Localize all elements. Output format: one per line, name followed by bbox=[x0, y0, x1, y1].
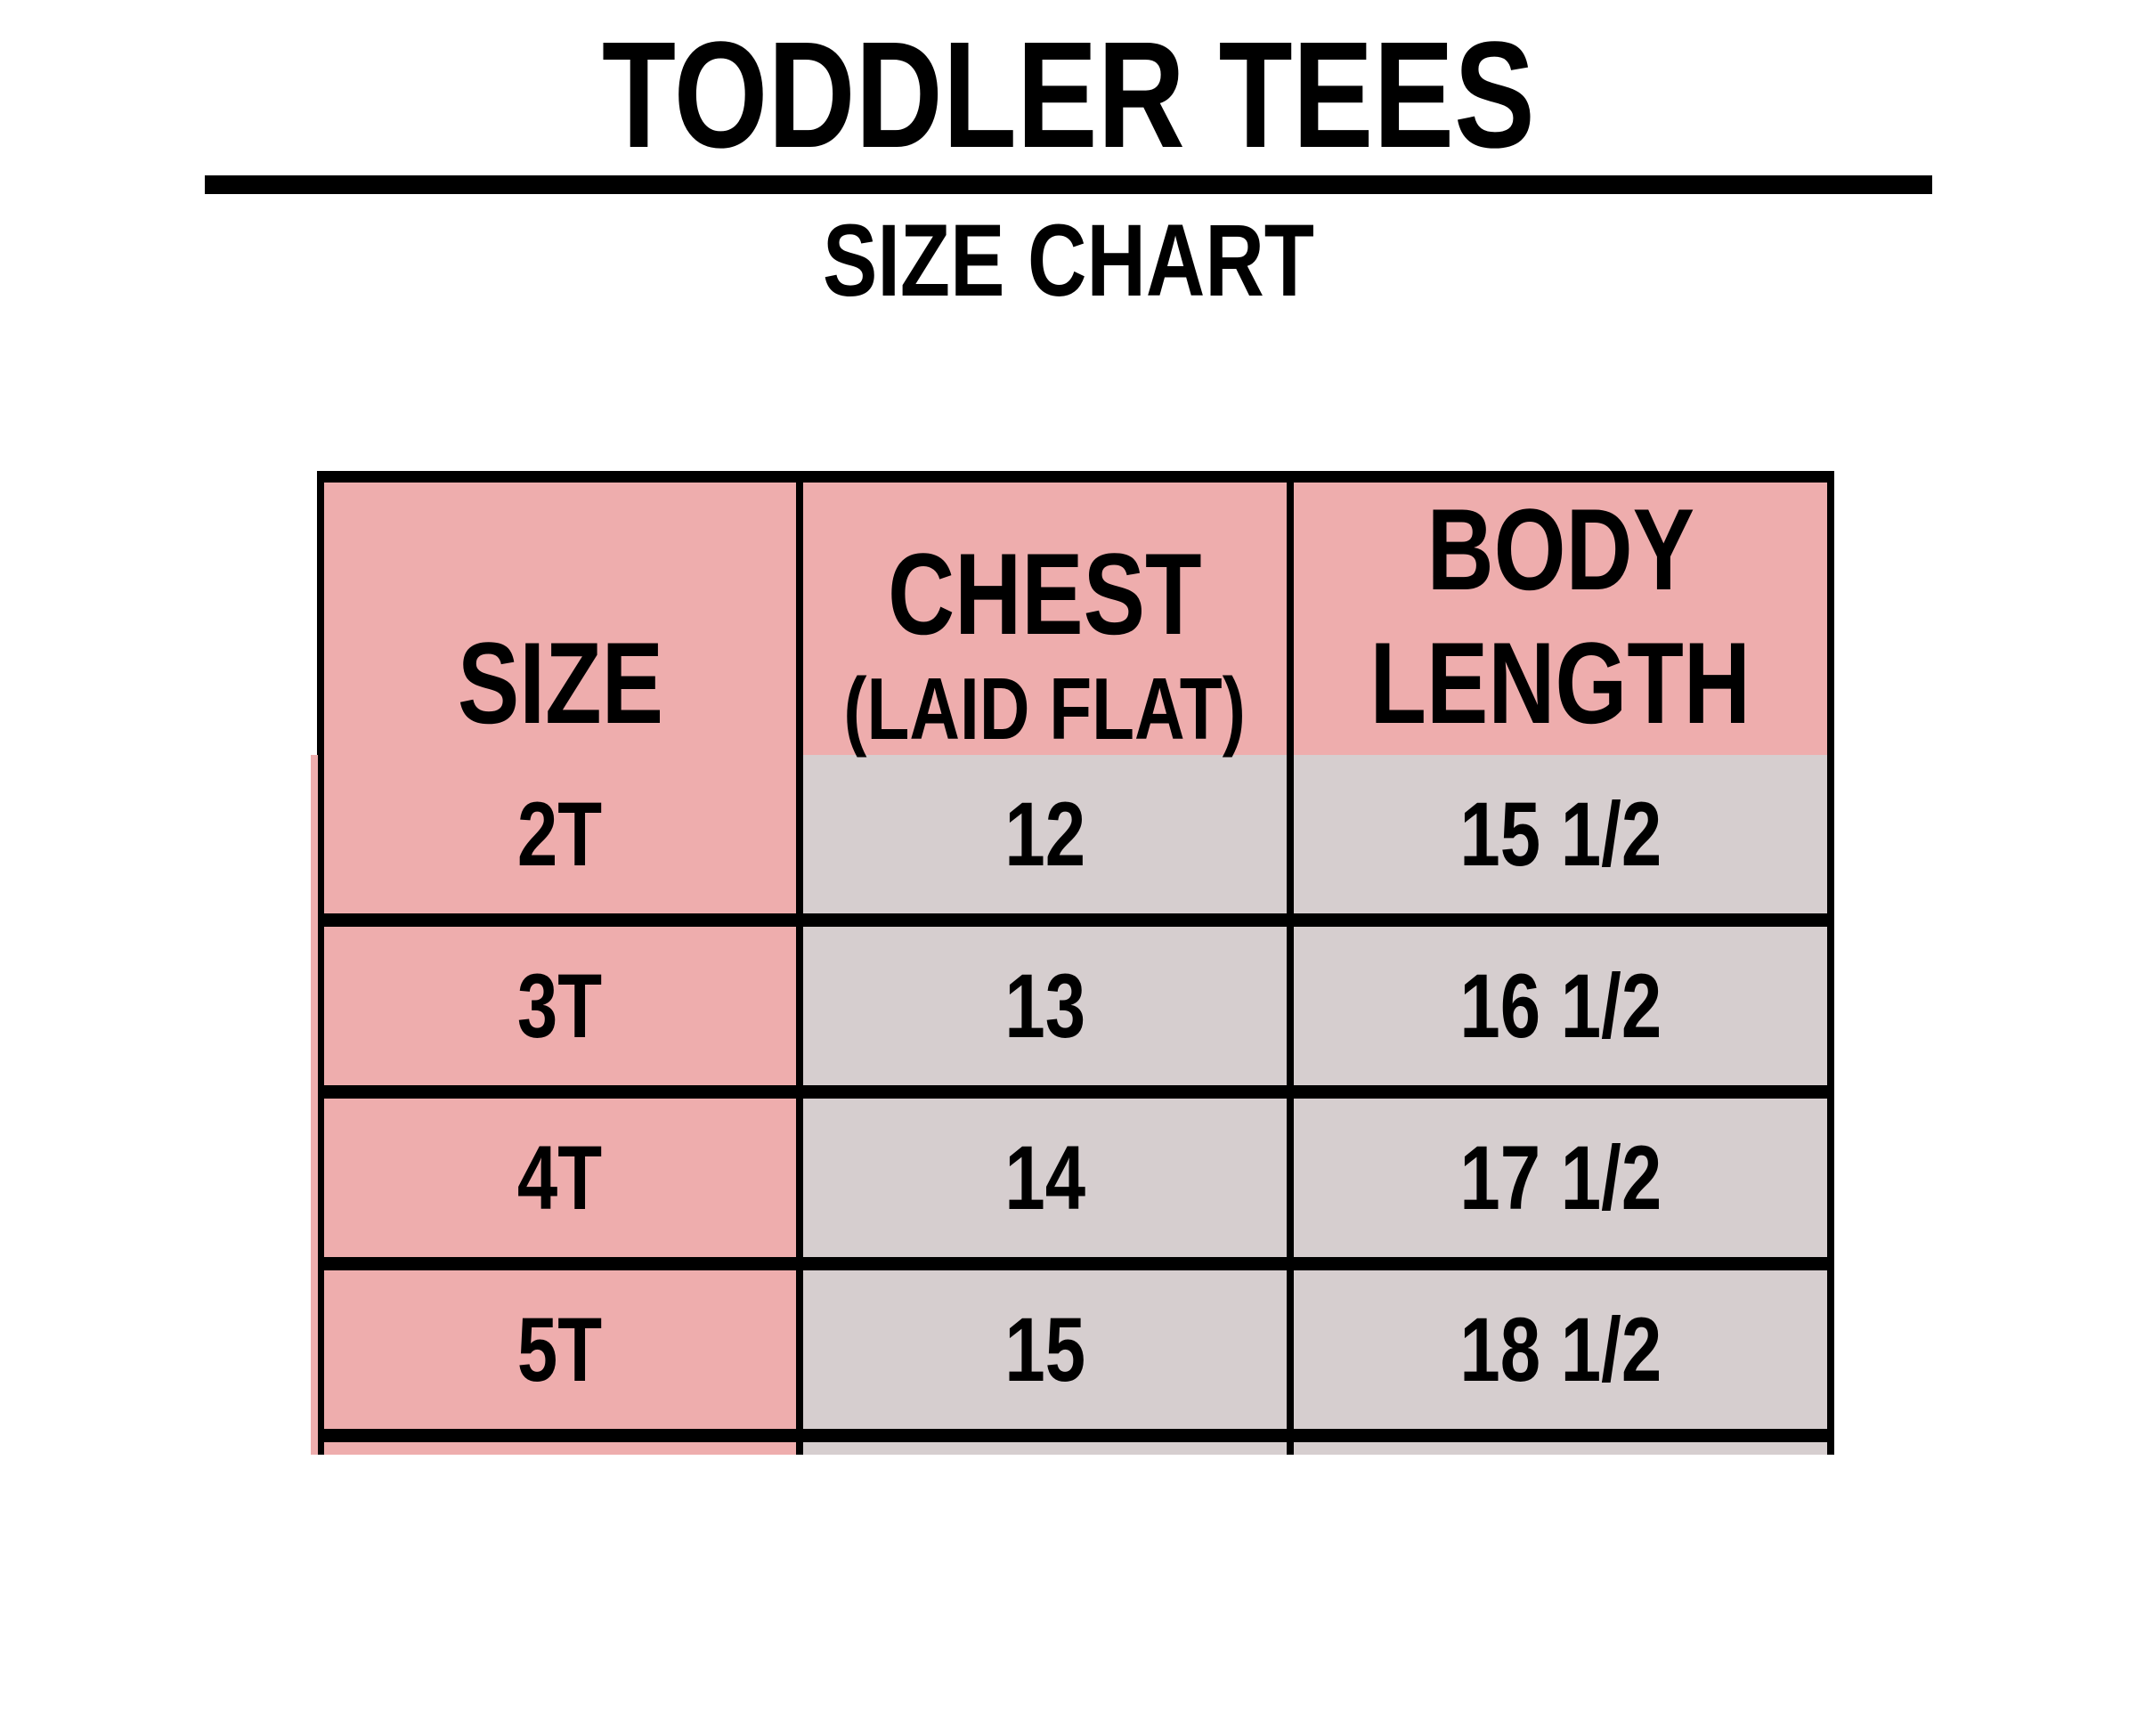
partial-cell-size bbox=[324, 1442, 796, 1455]
table-rule bbox=[324, 913, 1827, 927]
partial-row bbox=[324, 1442, 1827, 1455]
cell-size: 3T bbox=[324, 927, 796, 1085]
title-underline bbox=[205, 175, 1932, 194]
table-rule bbox=[324, 1257, 1827, 1270]
cell-body-length: 18 1/2 bbox=[1294, 1270, 1827, 1429]
table-row: 2T 12 15 1/2 bbox=[324, 755, 1827, 913]
column-header-chest-label: CHEST bbox=[888, 529, 1202, 659]
cell-body-length: 17 1/2 bbox=[1294, 1099, 1827, 1257]
cell-chest: 15 bbox=[803, 1270, 1287, 1429]
table-row: 4T 14 17 1/2 bbox=[324, 1099, 1827, 1257]
cell-body-length: 15 1/2 bbox=[1294, 755, 1827, 913]
table-row: 5T 15 18 1/2 bbox=[324, 1270, 1827, 1429]
column-divider bbox=[1287, 1270, 1294, 1429]
page-title-text: TODDLER TEES bbox=[602, 11, 1535, 180]
cell-size: 4T bbox=[324, 1099, 796, 1257]
size-table: SIZE CHEST (LAID FLAT) BODY LENGTH 2T 12… bbox=[311, 471, 1834, 1455]
cell-chest: 14 bbox=[803, 1099, 1287, 1257]
column-divider bbox=[1287, 927, 1294, 1085]
column-divider bbox=[796, 755, 803, 913]
table-row: 3T 13 16 1/2 bbox=[324, 927, 1827, 1085]
column-divider bbox=[796, 927, 803, 1085]
column-divider bbox=[796, 1270, 803, 1429]
cell-chest: 13 bbox=[803, 927, 1287, 1085]
page-title: TODDLER TEES bbox=[0, 20, 2137, 171]
table-rule bbox=[324, 1429, 1827, 1442]
cell-size: 2T bbox=[324, 755, 796, 913]
partial-cell-chest bbox=[803, 1442, 1287, 1455]
column-header-body-length: BODY LENGTH bbox=[1294, 483, 1827, 762]
cell-chest: 12 bbox=[803, 755, 1287, 913]
column-divider bbox=[1287, 755, 1294, 913]
column-divider bbox=[1287, 1442, 1294, 1455]
page-subtitle: SIZE CHART bbox=[0, 210, 2137, 312]
table-rule bbox=[324, 1085, 1827, 1099]
pink-edge-strip bbox=[311, 755, 318, 1455]
column-divider bbox=[1287, 1099, 1294, 1257]
page-subtitle-text: SIZE CHART bbox=[823, 204, 1314, 318]
column-divider bbox=[796, 483, 803, 762]
partial-cell-body-length bbox=[1294, 1442, 1827, 1455]
column-divider bbox=[1287, 483, 1294, 762]
column-header-size: SIZE bbox=[324, 483, 796, 762]
body-length-line-2: LENGTH bbox=[1369, 618, 1751, 748]
column-header-chest-sublabel: (LAID FLAT) bbox=[843, 660, 1247, 758]
body-length-line-1: BODY bbox=[1426, 484, 1694, 614]
cell-body-length: 16 1/2 bbox=[1294, 927, 1827, 1085]
column-header-chest: CHEST (LAID FLAT) bbox=[803, 483, 1287, 762]
column-divider bbox=[796, 1442, 803, 1455]
column-divider bbox=[796, 1099, 803, 1257]
table-header-row: SIZE CHEST (LAID FLAT) BODY LENGTH bbox=[324, 483, 1827, 762]
cell-size: 5T bbox=[324, 1270, 796, 1429]
